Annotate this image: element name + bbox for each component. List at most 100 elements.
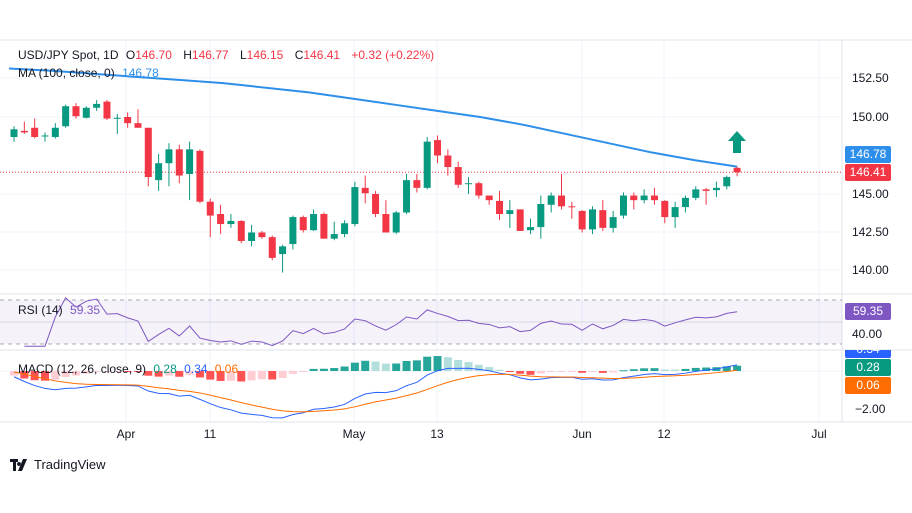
candle-body [134,123,142,128]
macd-histogram-bar [412,360,421,371]
candle-body [196,150,204,202]
macd-histogram-bar [299,371,308,372]
macd-histogram-bar [61,371,70,377]
macd-hist-tag: 0.28 [845,359,891,376]
macd-histogram-bar [164,371,173,376]
candle-body [692,189,700,198]
candle-body [268,237,276,258]
macd-histogram-bar [154,371,163,377]
macd-hist-value: 0.28 [153,362,177,376]
candle-body [227,220,235,225]
macd-histogram-bar [733,365,742,371]
candle-body [413,180,421,188]
candle-body [124,117,132,124]
candle-body [465,183,473,185]
macd-histogram-bar [268,371,277,380]
macd-histogram-bar [557,371,566,372]
macd-value: 0.34 [184,362,208,376]
tradingview-logo-icon [10,458,27,471]
candle-body [702,189,710,191]
candle-body [723,177,731,187]
candle-body [289,217,297,245]
candle-body [103,101,111,119]
ma-legend: MA (100, close, 0) 146.78 [18,66,163,80]
symbol-title: USD/JPY Spot, 1D [18,48,119,62]
candle-body [640,195,648,201]
candle-body [403,180,411,213]
macd-histogram-bar [402,361,411,371]
macd-histogram-bar [392,363,401,371]
macd-histogram-bar [629,369,638,371]
high-label: H [183,48,192,62]
candle-body [299,217,307,231]
candle-body [206,201,214,216]
macd-signal-value: 0.06 [214,362,239,376]
candle-body [681,197,689,208]
candle-body [72,106,80,117]
macd-histogram-bar [381,363,390,371]
macd-histogram-bar [288,371,297,374]
brand-name: TradingView [34,457,106,472]
macd-histogram-bar [319,368,328,371]
ma-value: 146.78 [122,66,159,80]
candle-body [661,200,669,218]
candle-body [186,149,194,174]
candle-body [578,210,586,230]
macd-histogram-bar [257,371,266,380]
tradingview-logo[interactable]: TradingView [10,457,106,472]
candle-body [527,227,534,231]
ma-label: MA (100, close, 0) [18,66,115,80]
macd-histogram-bar [123,371,132,372]
candle-body [361,187,369,194]
macd-histogram-bar [443,357,452,371]
candle-body [671,207,679,218]
candle-body [41,135,49,137]
candle-body [485,195,493,201]
candle-body [516,209,524,231]
macd-histogram-bar [464,362,473,371]
close-value: 146.41 [303,48,341,62]
macd-histogram-bar [598,371,607,373]
candle-body [31,127,39,138]
macd-histogram-bar [206,371,215,380]
candle-body [330,234,338,239]
candle-body [351,187,359,225]
macd-histogram-bar [722,366,731,371]
x-tick: Jun [572,427,592,441]
macd-line [13,364,738,419]
price-tick: 150.00 [852,110,889,124]
macd-histogram-bar [113,371,122,372]
candle-body [557,195,565,207]
candle-body [20,130,28,133]
candle-body [599,210,607,228]
macd-histogram-bar [20,371,29,379]
macd-histogram-bar [185,371,194,375]
macd-histogram-bar [588,371,597,372]
macd-histogram-bar [40,371,49,381]
candle-body [155,163,163,181]
x-tick: Jul [811,427,827,441]
macd-histogram-bar [454,359,463,371]
macd-histogram-bar [82,371,91,374]
x-tick: 12 [657,427,671,441]
close-label: C [294,48,304,62]
macd-value-tag: 0.34 [845,350,891,358]
candle-body [454,167,462,185]
candle-body [279,246,287,255]
macd-histogram-bar [619,370,628,372]
candle-body [588,209,596,230]
candle-body [372,194,380,215]
candle-body [310,214,318,231]
macd-histogram-bar [51,371,60,380]
macd-histogram-bar [609,371,618,373]
macd-histogram-bar [474,364,483,371]
rsi-value: 59.35 [70,303,101,317]
rsi-label: RSI (14) [18,303,63,317]
candle-body [423,141,431,188]
candle-body [537,204,545,228]
macd-histogram-bar [650,368,659,371]
candle-body [237,220,245,241]
macd-histogram-bar [226,371,235,381]
macd-histogram-bar [671,369,680,371]
macd-histogram-bar [567,371,576,372]
